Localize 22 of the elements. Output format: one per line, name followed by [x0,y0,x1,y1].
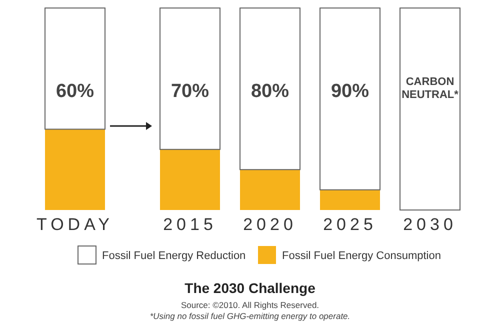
bar [400,8,460,210]
bar [320,190,380,210]
x-tick-label: 2020 [243,215,297,234]
bar [160,149,220,210]
x-tick-label: TODAY [36,215,114,234]
x-tick-label: 2025 [323,215,377,234]
data-label: CARBON NEUTRAL* [402,76,460,101]
data-label: 60% [56,81,94,102]
bar [320,8,380,190]
bar [160,8,220,150]
text: The 2030 Challenge [184,280,316,296]
x-tick-label: 2030 [403,215,457,234]
text: *Using no fossil fuel GHG-emitting energy to operate. [150,311,350,321]
data-label: 90% [330,81,370,102]
legend-label: Fossil Fuel Energy Reduction [102,250,246,262]
bar [240,8,300,170]
data-label: 80% [250,81,290,102]
data-label: 70% [170,81,210,102]
x-tick-label: 2015 [163,215,217,234]
source-note: Source: ©2010. All Rights Reserved. [180,300,320,310]
bar [240,170,300,210]
legend-label: Fossil Fuel Energy Consumption [282,250,441,262]
